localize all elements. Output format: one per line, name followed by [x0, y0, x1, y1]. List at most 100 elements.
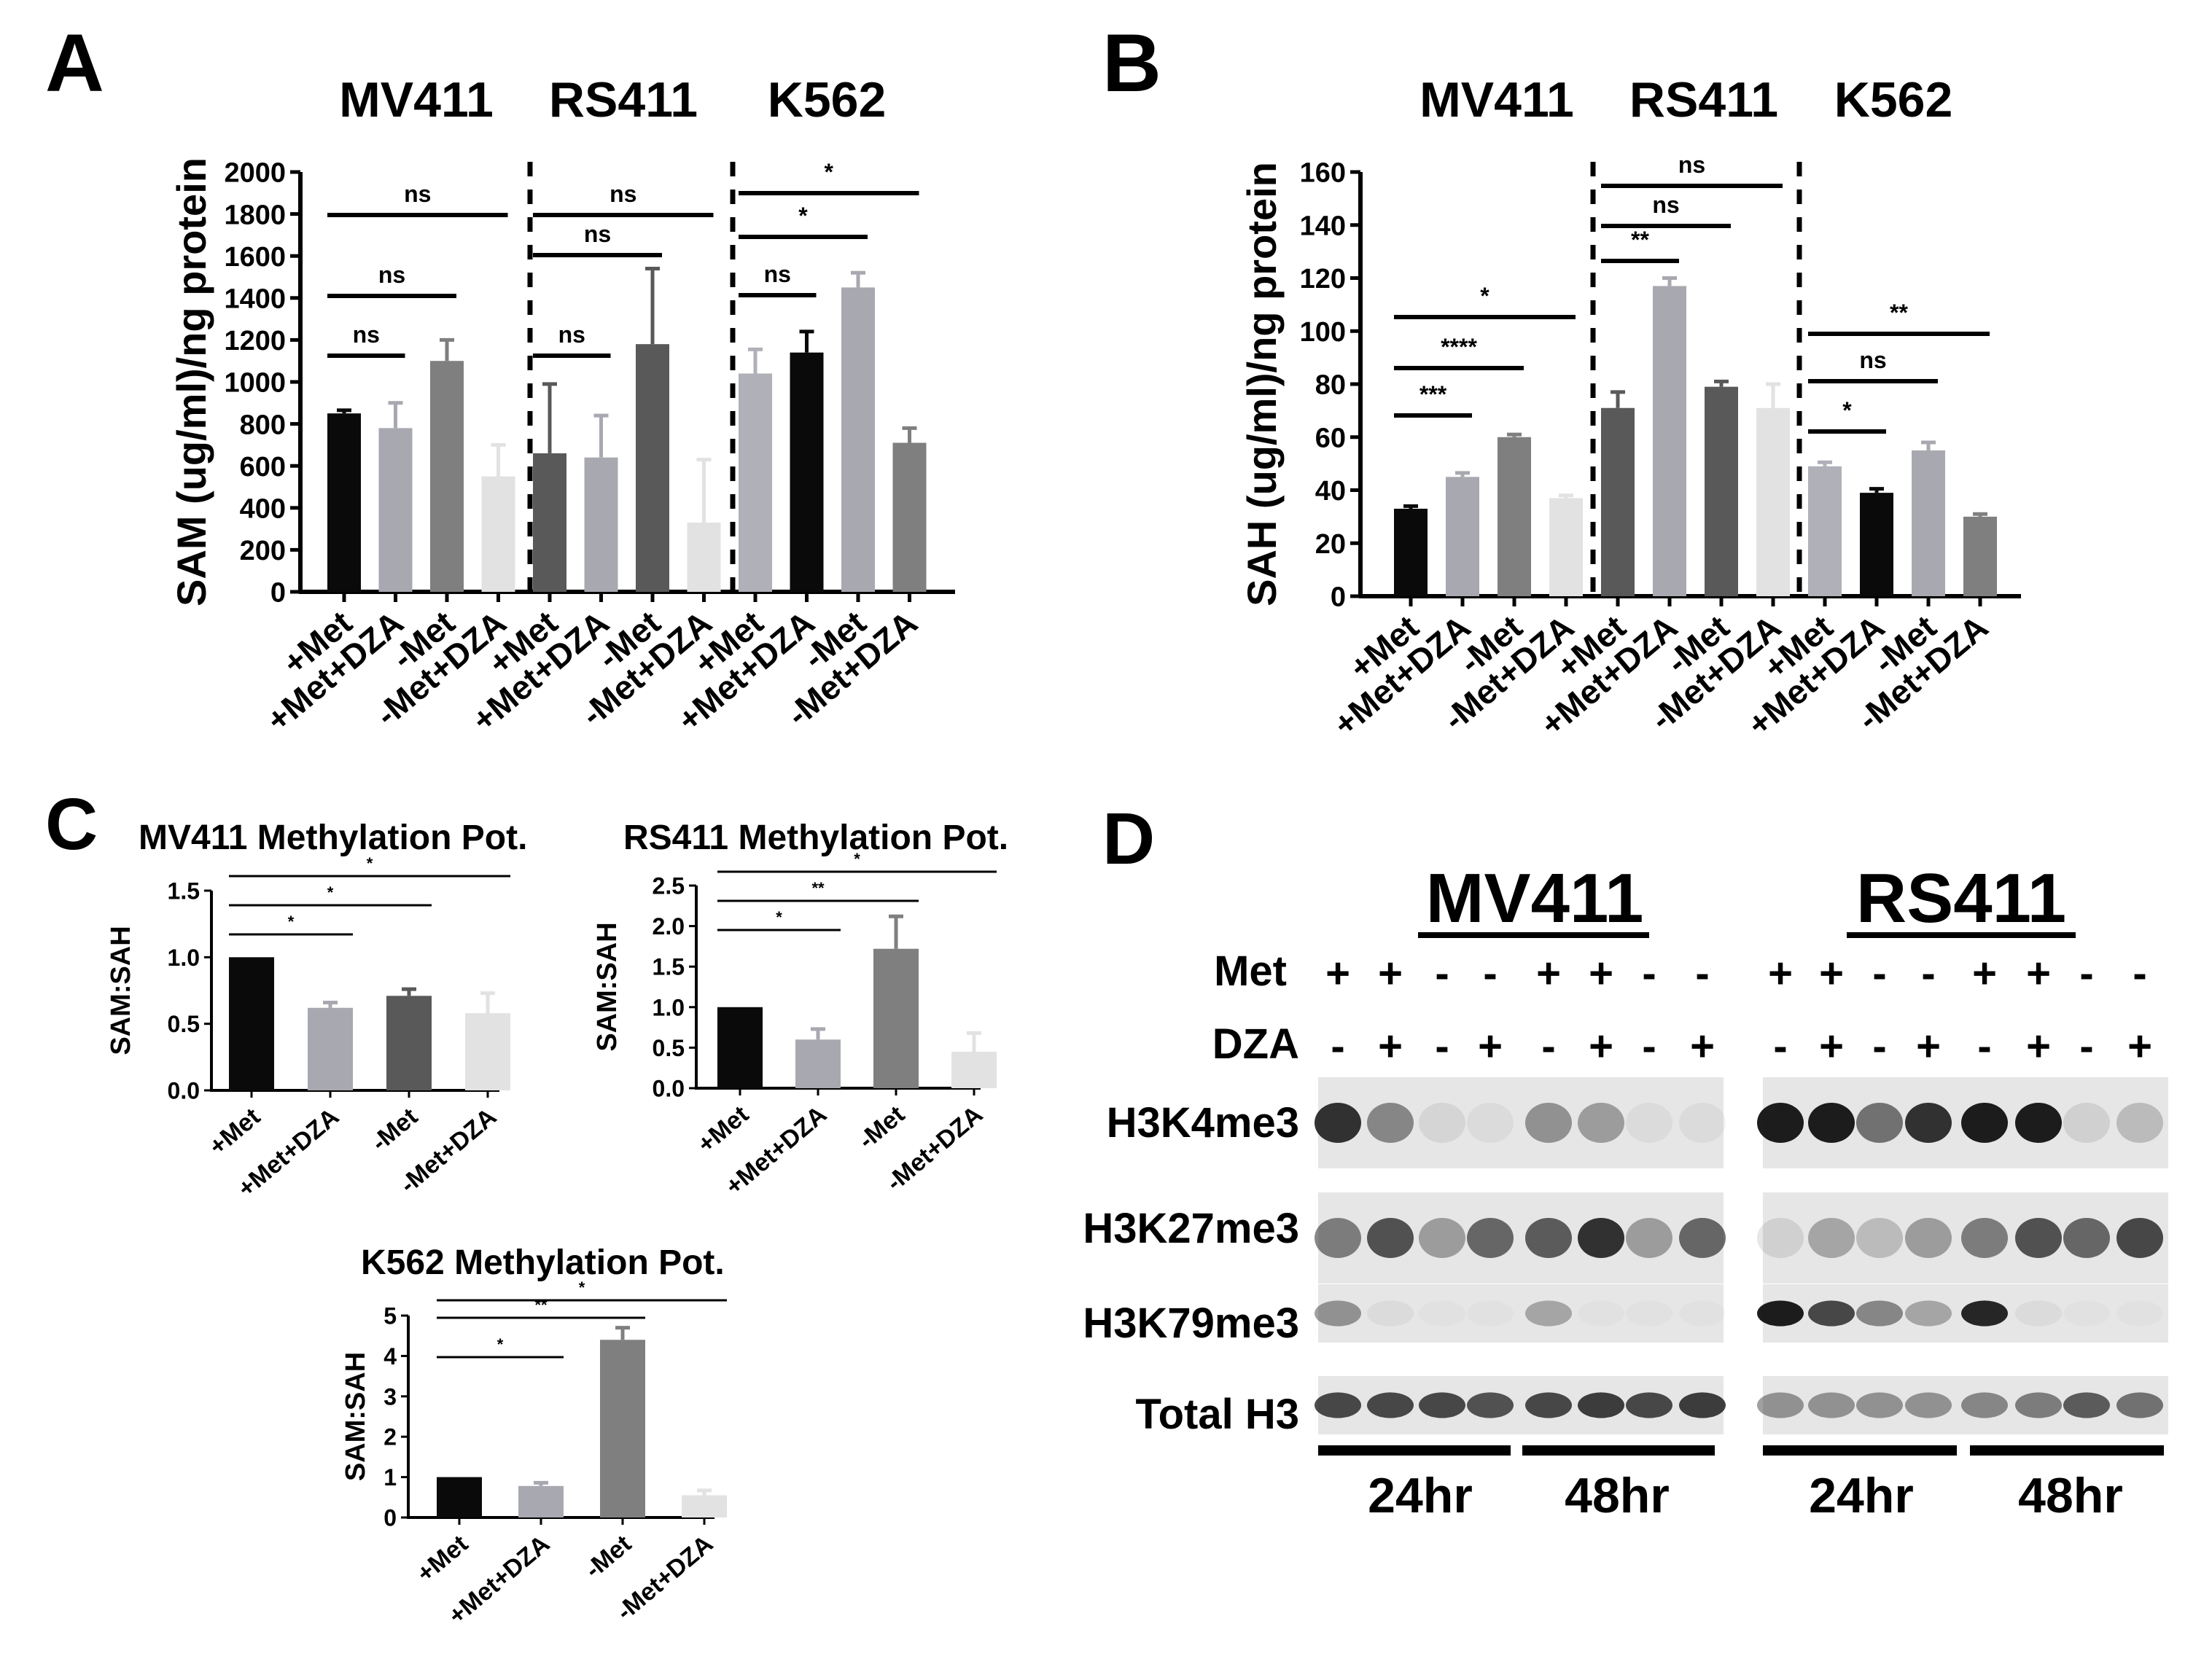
y-tick-label: 1600	[224, 242, 286, 273]
significance-label: ns	[1859, 347, 1886, 373]
blot-band	[1419, 1300, 1465, 1326]
significance-label: ns	[378, 262, 405, 288]
blot-band	[1905, 1300, 1952, 1327]
significance-label: *	[367, 854, 373, 872]
y-tick-label: 200	[240, 536, 286, 566]
panel-b-title-k562: K562	[1834, 72, 1953, 128]
blot-band	[2116, 1218, 2163, 1258]
panel-label-b: B	[1102, 17, 1161, 109]
blot-band	[1808, 1392, 1855, 1418]
significance-label: ns	[764, 261, 791, 287]
y-tick-label: 1	[383, 1464, 397, 1491]
blot-band	[1419, 1103, 1465, 1143]
blot-band	[2015, 1300, 2062, 1327]
timepoint-label-rs411-24: 24hr	[1809, 1468, 1914, 1523]
blot-band	[1626, 1300, 1672, 1326]
panel-a-title-k562: K562	[768, 72, 887, 128]
blot-h3k79me3-background	[1318, 1284, 1724, 1343]
y-tick-label: 100	[1300, 317, 1346, 348]
significance-label: *	[1842, 397, 1852, 423]
category-label: +Met	[204, 1103, 266, 1161]
met-sign: +	[1325, 950, 1350, 997]
y-axis-label: SAM:SAH	[592, 922, 623, 1051]
dza-sign: +	[1916, 1023, 1941, 1070]
timepoint-bar-rs411-48	[1970, 1445, 2164, 1456]
y-axis-label: SAM (ug/ml)/ng protein	[168, 157, 214, 606]
bar	[1756, 407, 1790, 596]
panel-a-title-mv411: MV411	[339, 72, 494, 128]
dza-sign: +	[1378, 1023, 1403, 1070]
bar	[386, 996, 432, 1090]
bar	[841, 287, 875, 592]
bar	[437, 1477, 482, 1517]
dza-sign: -	[1872, 1023, 1886, 1070]
blot-band	[1315, 1218, 1361, 1258]
met-sign: -	[1695, 950, 1709, 997]
blot-band	[1578, 1392, 1624, 1418]
y-tick-label: 1.0	[168, 945, 200, 971]
y-tick-label: 20	[1315, 529, 1346, 560]
category-label: -Met	[580, 1530, 636, 1584]
blot-band	[1467, 1218, 1514, 1258]
category-label: -Met	[366, 1103, 423, 1157]
timepoint-bar-mv411-24	[1318, 1445, 1511, 1456]
significance-label: *	[854, 850, 860, 868]
bar	[518, 1485, 564, 1517]
y-tick-label: 1.5	[653, 954, 685, 980]
significance-label: *	[825, 159, 834, 185]
significance-label: *	[327, 883, 334, 902]
dza-sign: -	[1541, 1023, 1555, 1070]
marker-label-h3k27me3: H3K27me3	[1083, 1205, 1299, 1252]
blot-band	[1367, 1392, 1414, 1418]
blot-band	[2015, 1392, 2062, 1418]
marker-label-h3k79me3: H3K79me3	[1083, 1300, 1299, 1347]
blot-band	[1626, 1103, 1672, 1143]
category-label: +Met	[412, 1530, 474, 1588]
y-tick-label: 3	[383, 1383, 397, 1410]
y-axis-label: SAH (ug/ml)/ng protein	[1239, 162, 1285, 606]
blot-band	[1757, 1392, 1804, 1418]
bar	[1653, 286, 1686, 596]
significance-label: ns	[353, 321, 380, 348]
bar	[600, 1340, 645, 1517]
y-tick-label: 2000	[224, 158, 286, 189]
significance-label: ns	[404, 181, 431, 207]
met-sign: +	[1378, 950, 1403, 997]
significance-label: ns	[1678, 152, 1705, 178]
significance-label: *	[798, 203, 808, 229]
bar	[636, 344, 669, 592]
bar	[892, 442, 927, 592]
dza-sign: +	[1690, 1023, 1715, 1070]
y-tick-label: 2	[383, 1424, 397, 1450]
met-sign: +	[1536, 950, 1561, 997]
blot-band	[1367, 1300, 1414, 1327]
met-sign: -	[1921, 950, 1935, 997]
blot-band	[1961, 1392, 2008, 1418]
blot-band	[1525, 1392, 1572, 1418]
blot-band	[1856, 1218, 1903, 1258]
bar	[873, 948, 919, 1088]
met-sign: -	[2079, 950, 2093, 997]
bar	[1601, 407, 1635, 596]
blot-band	[1905, 1103, 1952, 1143]
blot-band	[2015, 1218, 2062, 1258]
blot-band	[1578, 1103, 1624, 1143]
bar	[327, 413, 361, 592]
blot-band	[2063, 1300, 2110, 1326]
y-tick-label: 1400	[224, 284, 286, 314]
y-tick-label: 0	[383, 1505, 397, 1531]
category-label: -Met	[853, 1101, 910, 1155]
dza-sign: -	[1331, 1023, 1344, 1070]
significance-label: *	[579, 1278, 585, 1297]
y-axis-label: SAM:SAH	[340, 1352, 371, 1481]
blot-band	[1467, 1103, 1514, 1143]
met-sign: -	[1483, 950, 1497, 997]
timepoint-label-rs411-48: 48hr	[2018, 1468, 2123, 1523]
y-tick-label: 2.0	[653, 913, 685, 939]
bar	[430, 361, 464, 592]
significance-label: ns	[584, 221, 611, 247]
y-tick-label: 1.0	[653, 994, 685, 1020]
significance-label: *	[776, 908, 782, 926]
